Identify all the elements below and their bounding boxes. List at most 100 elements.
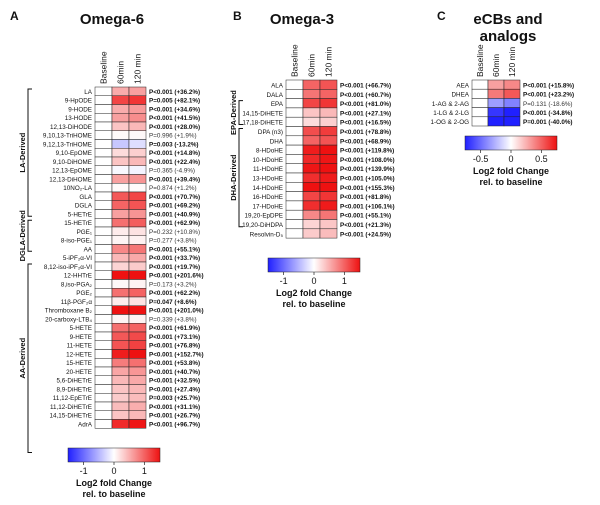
- heatmap-cell-1-ag-2-ag-0: [471, 98, 489, 108]
- heatmap-cell-8-12-iso-ipf-vi-1: [111, 261, 130, 271]
- panel-letter: B: [233, 9, 242, 23]
- heatmap-cell-12-hhtre-0: [94, 270, 113, 280]
- row-label-9-hode: 9-HODE: [68, 106, 92, 113]
- heatmap-cell-12-13-dihode-1: [111, 121, 130, 131]
- row-label-9-10-epome: 9,10-EpOME: [56, 150, 92, 157]
- group-label-dha-derived: DHA-Derived: [229, 154, 238, 201]
- heatmap-cell-12-hete-2: [128, 349, 147, 359]
- heatmap-cell-9-10-13-trihome-0: [94, 130, 113, 140]
- row-label-11-12-epetre: 11,12-EpETrE: [53, 395, 92, 402]
- column-header-120-min: 120 min: [133, 53, 143, 84]
- stat-ala: P<0.001 (+66.7%): [340, 83, 391, 90]
- heatmap-cell-5-ipf-vi-1: [111, 253, 130, 263]
- heatmap-cell-9-10-epome-0: [94, 148, 113, 158]
- row-label-14-15-dihete: 14,15-DiHETE: [242, 110, 283, 117]
- row-label-9-12-13-trihome: 9,12,13-TriHOME: [43, 141, 92, 148]
- colorbar-gradient: [267, 257, 361, 273]
- heatmap-cell-dhea-1: [487, 88, 505, 99]
- heatmap-cell-20-hete-0: [94, 366, 113, 376]
- row-label-12-13-epome: 12,13-EpOME: [52, 168, 92, 175]
- heatmap-cell-dhea-2: [503, 88, 521, 99]
- column-header-120-min: 120 min: [507, 46, 517, 77]
- stat-15-hetre: P<0.001 (+62.9%): [149, 220, 200, 227]
- row-label-20-carboxy-ltb: 20-carboxy-LTB₄: [45, 316, 92, 323]
- row-label-11-hete: 11-HETE: [67, 343, 92, 350]
- heatmap-cell-gla-2: [128, 191, 147, 201]
- colorbar-tick-label: 0.5: [535, 154, 548, 164]
- heatmap-cell-8-hdohe-0: [285, 144, 304, 155]
- row-label-19-20-epdpe: 19,20-EpDPE: [244, 213, 283, 220]
- stat-resolvin-d: P<0.001 (+24.5%): [340, 231, 391, 238]
- heatmap-cell-12-13-dihome-1: [111, 174, 130, 184]
- heatmap-cell-10no-la-2: [128, 183, 147, 193]
- heatmap-cell-dhea-0: [471, 88, 489, 99]
- heatmap-cell-9-hete-2: [128, 331, 147, 341]
- heatmap-cell-12-13-epome-1: [111, 165, 130, 175]
- heatmap-cell-8-9-dihetre-0: [94, 384, 113, 394]
- row-label-12-hhtre: 12-HHTrE: [64, 273, 92, 280]
- heatmap-cell-9-hpode-0: [94, 95, 113, 105]
- row-label-thromboxane-b: Thromboxane B₂: [45, 308, 93, 315]
- stat-16-hdohe: P<0.001 (+81.8%): [340, 194, 391, 201]
- heatmap-cell-thromboxane-b-1: [111, 305, 130, 315]
- group-bracket-dha-derived: [238, 128, 243, 228]
- stat-11-12-epetre: P=0.003 (+25.7%): [149, 395, 200, 402]
- row-label-10-hdohe: 10-HDoHE: [253, 157, 283, 164]
- heatmap-cell-14-15-dihetre-2: [128, 410, 147, 420]
- colorbar-tick-label: 0: [311, 276, 316, 286]
- row-label-9-hpode: 9-HpODE: [65, 98, 92, 105]
- heatmap-cell-10-hdohe-2: [319, 154, 338, 164]
- stat-10-hdohe: P<0.001 (+108.0%): [340, 157, 395, 164]
- heatmap-cell-5-6-dihetre-2: [128, 375, 147, 385]
- group-label-la-derived: LA-Derived: [18, 132, 27, 172]
- heatmap-cell-aa-2: [128, 244, 147, 254]
- stat-5-ipf-vi: P<0.001 (+33.7%): [149, 255, 200, 262]
- heatmap-cell-19-20-dihdpa-1: [302, 219, 321, 230]
- heatmap-cell-8-hdohe-1: [302, 144, 321, 155]
- heatmap-cell-1-ag-2-ag-2: [503, 98, 521, 108]
- heatmap-cell-10no-la-0: [94, 183, 113, 193]
- heatmap-cell-9-10-13-trihome-1: [111, 130, 130, 140]
- heatmap-cell-14-hdohe-1: [302, 182, 321, 192]
- heatmap-cell-13-hode-0: [94, 113, 113, 123]
- heatmap-cell-5-ipf-vi-2: [128, 253, 147, 263]
- heatmap-cell-12-13-dihode-2: [128, 121, 147, 131]
- row-label-14-15-dihetre: 14,15-DiHETrE: [50, 413, 92, 420]
- row-label-15-hetre: 15-HETrE: [64, 220, 92, 227]
- stat-11-pgf: P=0.047 (+8.6%): [149, 299, 197, 306]
- column-header-60min: 60min: [491, 54, 501, 77]
- stat-dha: P<0.001 (+68.9%): [340, 138, 391, 145]
- heatmap-cell-9-hpode-1: [111, 95, 130, 105]
- row-label-10no-la: 10NO₂-LA: [63, 185, 92, 192]
- panel-title: Omega-3: [270, 11, 334, 28]
- group-label-dgla-derived: DGLA-Derived: [18, 210, 27, 262]
- heatmap-cell-aea-0: [471, 79, 489, 90]
- heatmap-cell-9-hode-2: [128, 104, 147, 114]
- row-label-16-hdohe: 16-HDoHE: [253, 194, 283, 201]
- row-label-17-hdohe: 17-HDoHE: [253, 203, 283, 210]
- row-label-12-13-dihode: 12,13-DiHODE: [50, 124, 92, 131]
- colorbar-tick-label: -1: [80, 466, 88, 476]
- stat-11-hdohe: P<0.001 (+139.9%): [340, 166, 395, 173]
- row-label-1-og-2-og: 1-OG & 2-OG: [431, 119, 470, 126]
- heatmap-cell-19-20-epdpe-1: [302, 209, 321, 220]
- heatmap-cell-10-hdohe-1: [302, 154, 321, 164]
- heatmap-cell-8-9-dihetre-1: [111, 384, 130, 394]
- heatmap-cell-dgla-2: [128, 200, 147, 210]
- heatmap-cell-resolvin-d-0: [285, 228, 304, 239]
- heatmap-cell-1-lg-2-lg-1: [487, 107, 505, 118]
- column-header-baseline: Baseline: [99, 51, 109, 84]
- heatmap-cell-dala-2: [319, 89, 338, 99]
- heatmap-cell-17-hdohe-0: [285, 200, 304, 211]
- row-label-dha: DHA: [270, 138, 284, 145]
- row-label-pge: PGE₁: [77, 229, 92, 236]
- heatmap-cell-20-carboxy-ltb-1: [111, 314, 130, 324]
- heatmap-cell-ala-1: [302, 79, 321, 90]
- heatmap-cell-dgla-0: [94, 200, 113, 210]
- stat-10no-la: P=0.874 (+1.2%): [149, 185, 197, 192]
- heatmap-cell-9-hode-1: [111, 104, 130, 114]
- heatmap-cell-9-hete-1: [111, 331, 130, 341]
- heatmap-cell-15-hetre-1: [111, 218, 130, 228]
